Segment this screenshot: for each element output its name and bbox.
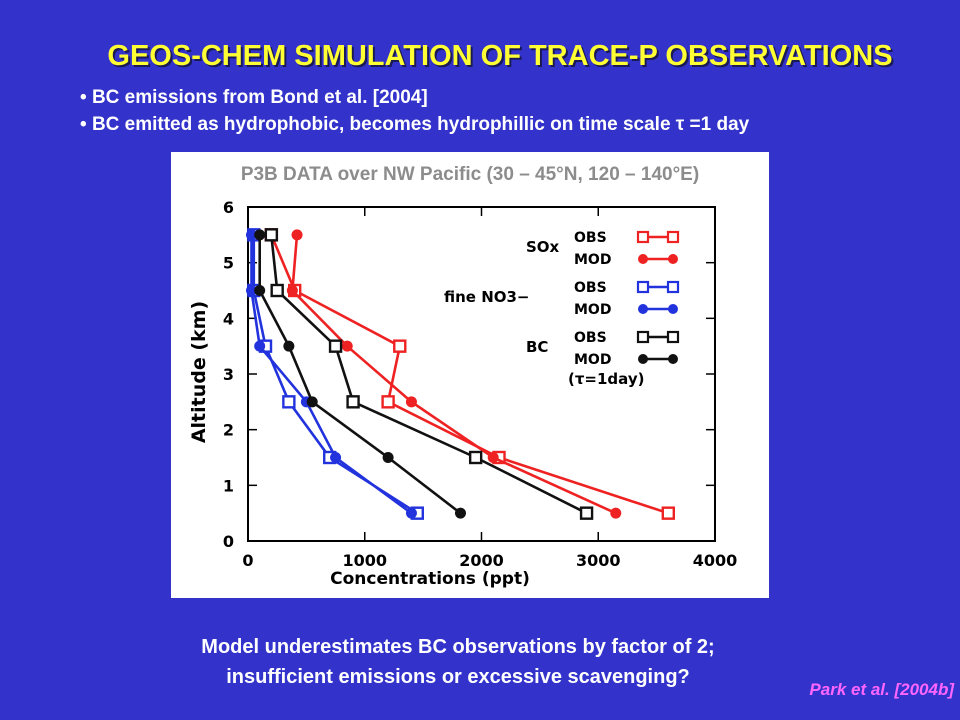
mod-marker xyxy=(382,452,394,463)
legend-obs-marker xyxy=(666,230,680,244)
obs-marker xyxy=(661,506,675,520)
legend-mod-marker xyxy=(638,304,648,314)
obs-marker xyxy=(468,450,483,465)
altitude-profile-chart: 0 1000 2000 3000 4000 0 1 2 3 4 5 6 SOx OBS MOD fine NO… xyxy=(188,198,738,589)
legend-obs-label: OBS xyxy=(574,330,607,346)
x-tick-label: 0 xyxy=(242,551,253,570)
y-tick-label: 6 xyxy=(223,198,234,217)
legend-mod-label: MOD xyxy=(574,352,611,368)
series-line xyxy=(291,234,617,515)
y-tick-label: 2 xyxy=(223,421,234,440)
legend-note: (τ=1day) xyxy=(568,370,644,388)
legend-mod-label: MOD xyxy=(574,302,611,318)
mod-marker xyxy=(610,507,622,519)
series-line xyxy=(270,234,588,515)
bullet-item: • BC emissions from Bond et al. [2004] xyxy=(80,87,428,108)
obs-marker xyxy=(381,395,395,409)
mod-marker xyxy=(254,285,266,296)
bullet-item: • BC emitted as hydrophobic, becomes hyd… xyxy=(80,114,750,135)
obs-marker xyxy=(393,339,407,353)
panel-title: P3B DATA over NW Pacific (30 – 45°N, 120… xyxy=(240,164,700,185)
series-line xyxy=(270,234,669,515)
obs-marker xyxy=(282,395,296,409)
legend-mod-marker xyxy=(638,254,648,264)
mod-marker xyxy=(341,340,353,352)
y-tick-label: 5 xyxy=(223,254,234,273)
chart-panel: P3B DATA over NW Pacific (30 – 45°N, 120… xyxy=(171,152,769,598)
legend-mod-label: MOD xyxy=(574,252,611,268)
y-tick-label: 1 xyxy=(223,476,234,495)
mod-marker xyxy=(306,396,318,408)
conclusion-line: insufficient emissions or excessive scav… xyxy=(226,666,690,688)
series-line xyxy=(250,234,413,515)
mod-marker xyxy=(291,229,303,241)
legend-obs-label: OBS xyxy=(574,230,607,246)
legend-mod-marker xyxy=(668,304,678,314)
mod-marker xyxy=(254,340,266,352)
slide-title: GEOS-CHEM SIMULATION OF TRACE-P OBSERVAT… xyxy=(107,40,893,72)
legend-mod-marker xyxy=(668,254,678,264)
mod-marker xyxy=(254,229,266,241)
mod-marker xyxy=(487,452,499,463)
y-tick-label: 0 xyxy=(223,532,234,551)
legend-obs-marker xyxy=(636,280,650,294)
mod-marker xyxy=(405,507,417,519)
obs-marker xyxy=(328,339,343,353)
obs-marker xyxy=(270,283,284,298)
obs-marker xyxy=(264,228,279,242)
legend-mod-marker xyxy=(638,354,648,364)
x-tick-label: 2000 xyxy=(459,551,504,570)
legend-obs-marker xyxy=(636,330,650,344)
obs-marker xyxy=(579,506,594,520)
legend-group-label: SOx xyxy=(526,238,560,256)
series-line xyxy=(258,234,462,515)
legend-obs-marker xyxy=(666,330,680,344)
series-line xyxy=(252,234,418,515)
y-tick-label: 4 xyxy=(223,309,234,328)
conclusion-text: Model underestimates BC observations by … xyxy=(0,632,916,692)
legend-mod-marker xyxy=(668,354,678,364)
bullet-text: BC emissions from Bond et al. [2004] xyxy=(91,87,428,108)
legend-obs-marker xyxy=(666,280,680,294)
x-axis-label: Concentrations (ppt) xyxy=(330,569,530,589)
legend-group-label: BC xyxy=(526,338,548,356)
conclusion-line: Model underestimates BC observations by … xyxy=(201,636,715,658)
y-tick-label: 3 xyxy=(223,365,234,384)
obs-marker xyxy=(346,395,360,409)
legend-obs-label: OBS xyxy=(574,280,607,296)
y-axis-label: Altitude (km) xyxy=(188,301,210,443)
bullet-text: BC emitted as hydrophobic, becomes hydro… xyxy=(91,114,750,135)
x-tick-label: 3000 xyxy=(576,551,621,570)
mod-marker xyxy=(330,452,342,463)
citation: Park et al. [2004b] xyxy=(809,680,954,699)
mod-marker xyxy=(286,285,298,296)
mod-marker xyxy=(246,229,258,241)
bullet-list: • BC emissions from Bond et al. [2004] •… xyxy=(80,84,749,138)
legend-obs-marker xyxy=(636,230,650,244)
mod-marker xyxy=(283,340,295,352)
legend-group-label: fine NO3− xyxy=(444,288,530,306)
x-tick-label: 1000 xyxy=(342,551,387,570)
mod-marker xyxy=(454,507,466,519)
mod-marker xyxy=(246,285,258,296)
x-tick-label: 4000 xyxy=(693,551,738,570)
mod-marker xyxy=(405,396,417,408)
